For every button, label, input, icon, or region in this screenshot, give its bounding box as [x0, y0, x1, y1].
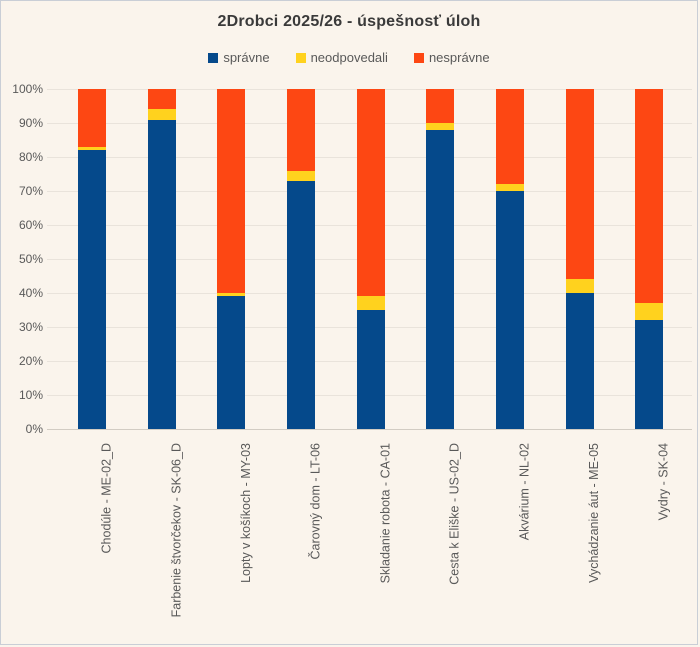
- bar-segment-nesprávne: [77, 89, 106, 147]
- bar-segment-správne: [565, 293, 594, 429]
- bar-segment-neodpovedali: [217, 293, 246, 297]
- x-axis-label: Akvárium - NL-02: [517, 443, 532, 541]
- chart-title: 2Drobci 2025/26 - úspešnosť úloh: [217, 13, 481, 30]
- legend-label: neodpovedali: [310, 50, 388, 65]
- bar-segment-nesprávne: [495, 89, 524, 185]
- bar-segment-nesprávne: [565, 89, 594, 280]
- bar-segment-neodpovedali: [286, 170, 315, 181]
- y-axis-label: 70%: [18, 184, 43, 198]
- bar-segment-neodpovedali: [356, 296, 385, 310]
- bar-segment-nesprávne: [286, 89, 315, 171]
- bar-segment-správne: [286, 180, 315, 429]
- bar-segment-správne: [217, 296, 246, 429]
- bar-segment-správne: [495, 191, 524, 429]
- bar-segment-správne: [77, 150, 106, 429]
- y-axis-label: 20%: [18, 354, 43, 368]
- y-axis-label: 30%: [18, 320, 43, 334]
- y-axis-label: 90%: [18, 116, 43, 130]
- legend-swatch-icon: [208, 52, 219, 63]
- x-axis-label: Čarovný dom - LT-06: [308, 443, 323, 560]
- y-axis-label: 10%: [18, 388, 43, 402]
- y-axis-label: 100%: [12, 82, 43, 96]
- bar-segment-nesprávne: [147, 89, 176, 110]
- bar-segment-neodpovedali: [495, 184, 524, 191]
- bar-segment-správne: [635, 320, 664, 429]
- bar-segment-správne: [147, 119, 176, 429]
- legend-item-nesprávne: nesprávne: [413, 50, 490, 65]
- x-axis-label: Skladanie robota - CA-01: [378, 443, 392, 584]
- legend-item-neodpovedali: neodpovedali: [295, 50, 388, 65]
- bar-segment-nesprávne: [426, 89, 455, 123]
- bar-segment-neodpovedali: [77, 146, 106, 151]
- bar-segment-správne: [426, 129, 455, 429]
- bar-segment-neodpovedali: [426, 123, 455, 130]
- bar-segment-správne: [356, 310, 385, 429]
- x-axis-label: Vychádzanie áut - ME-05: [587, 443, 601, 583]
- y-axis-label: 50%: [18, 252, 43, 266]
- legend-label: správne: [223, 50, 270, 65]
- bar-segment-neodpovedali: [147, 109, 176, 120]
- bar-segment-nesprávne: [635, 89, 664, 304]
- y-axis-label: 80%: [18, 150, 43, 164]
- y-axis-label: 0%: [25, 422, 43, 436]
- y-axis-label: 40%: [18, 286, 43, 300]
- x-axis-label: Vydry - SK-04: [656, 443, 671, 521]
- x-axis-label: Chodúle - ME-02_D: [99, 443, 114, 554]
- legend-label: nesprávne: [428, 50, 490, 65]
- bar-segment-neodpovedali: [635, 303, 664, 321]
- bar-segment-nesprávne: [356, 89, 385, 297]
- x-axis-label: Farbenie štvorčekov - SK-06_D: [169, 443, 183, 618]
- legend-swatch-icon: [295, 52, 306, 63]
- gridline: [47, 429, 692, 430]
- legend: správne neodpovedali nesprávne: [1, 50, 697, 65]
- legend-item-správne: správne: [208, 50, 270, 65]
- bar-segment-nesprávne: [217, 89, 246, 293]
- x-axis-label: Lopty v košíkoch - MY-03: [238, 443, 253, 583]
- legend-swatch-icon: [413, 52, 424, 63]
- bar-segment-neodpovedali: [565, 279, 594, 293]
- x-axis-label: Cesta k Eliške - US-02_D: [447, 443, 462, 585]
- y-axis-label: 60%: [18, 218, 43, 232]
